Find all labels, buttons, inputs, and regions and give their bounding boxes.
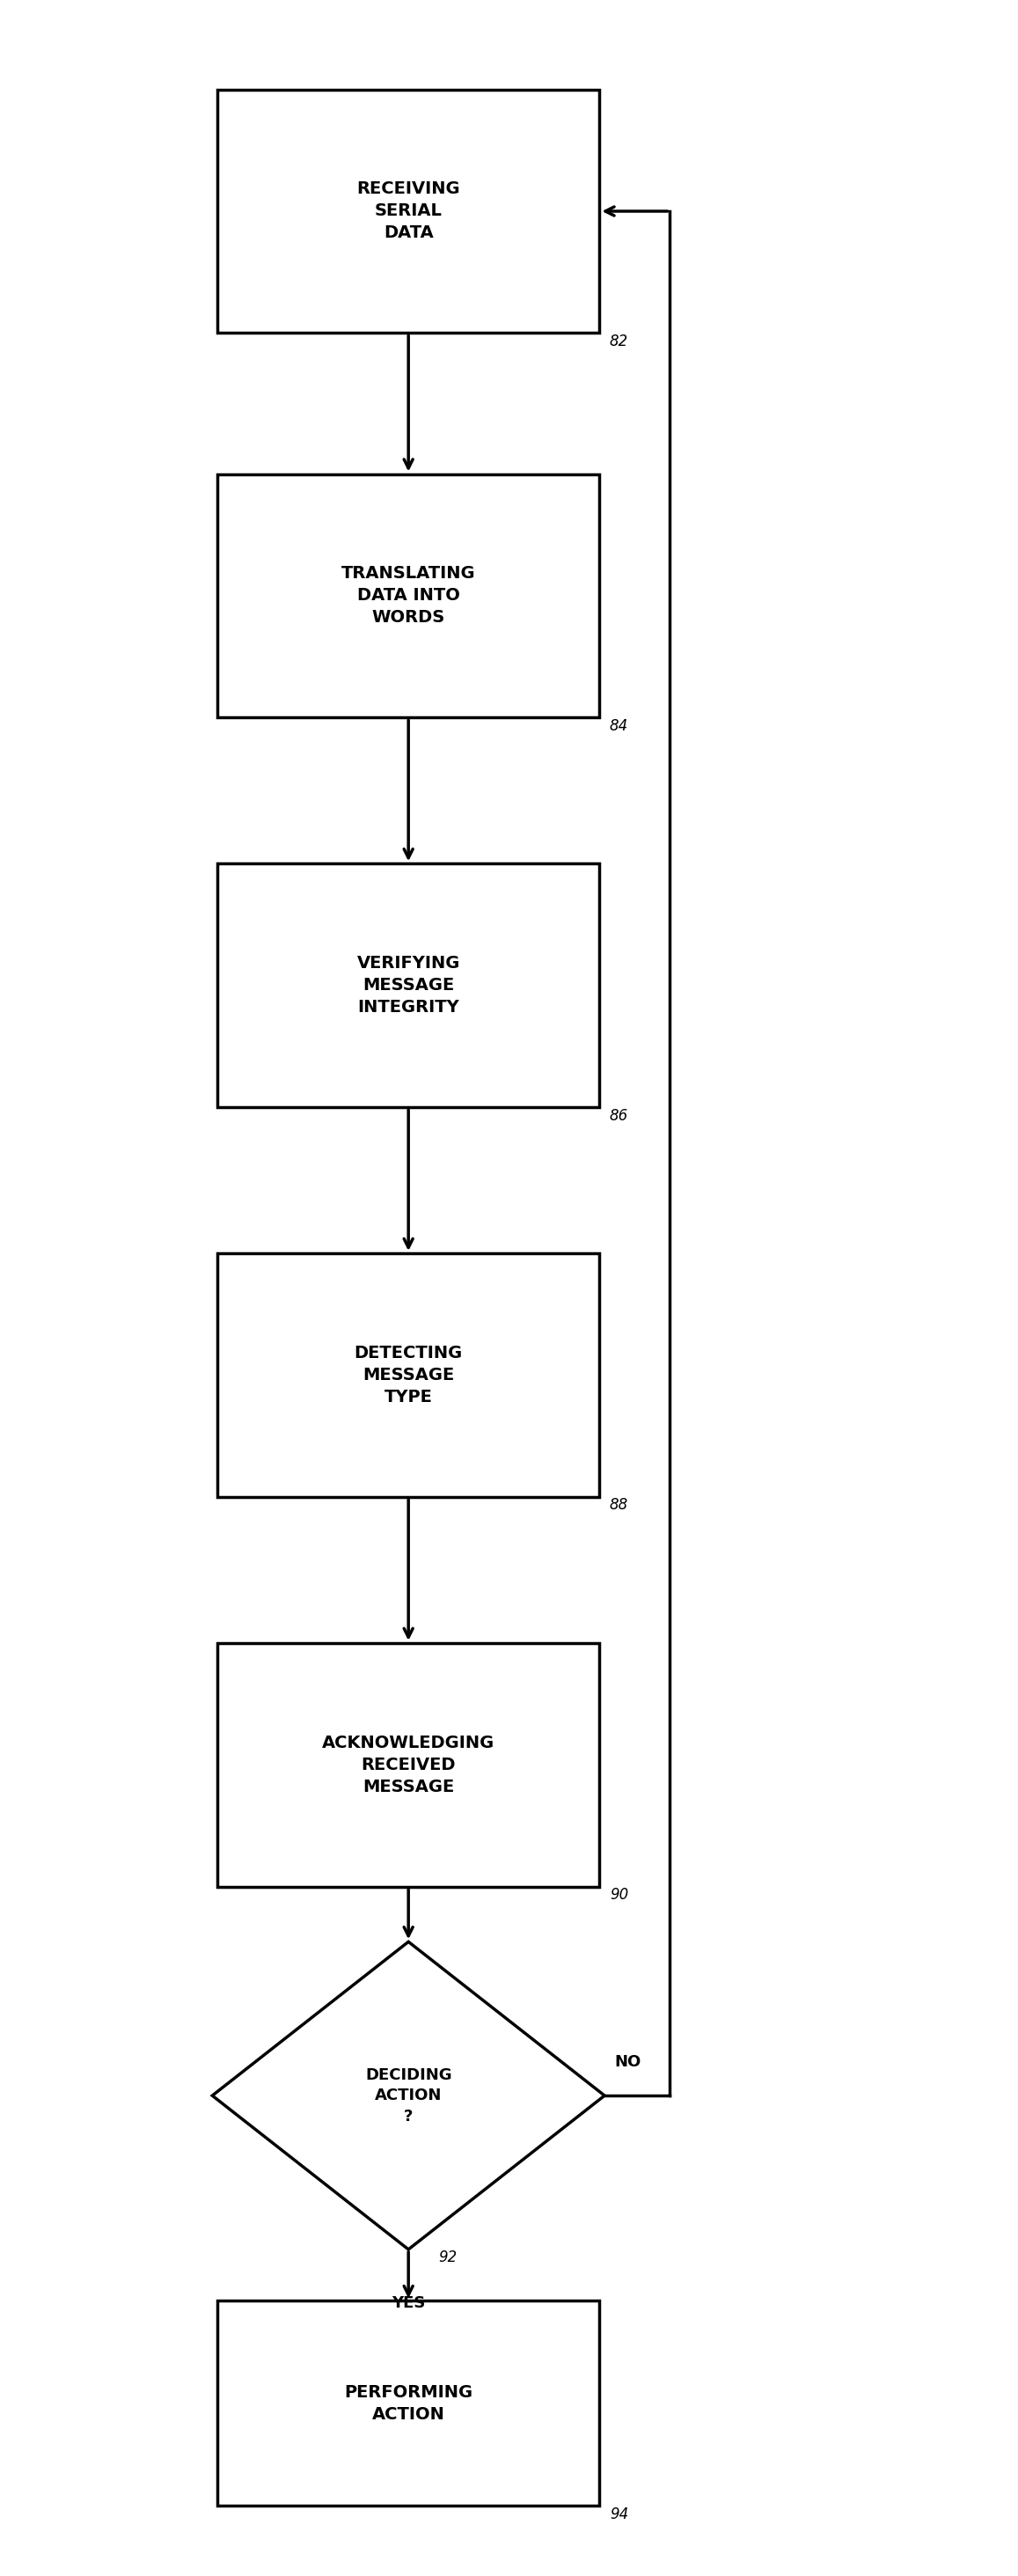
Text: DECIDING
ACTION
?: DECIDING ACTION ? (365, 2066, 452, 2125)
Text: TRANSLATING
DATA INTO
WORDS: TRANSLATING DATA INTO WORDS (341, 564, 475, 626)
Bar (217, 863, 600, 1108)
Text: 88: 88 (610, 1497, 628, 1512)
Text: 92: 92 (439, 2249, 457, 2267)
Text: 94: 94 (610, 2506, 628, 2522)
Text: RECEIVING
SERIAL
DATA: RECEIVING SERIAL DATA (356, 180, 460, 242)
Text: 86: 86 (610, 1108, 628, 1123)
Bar (217, 474, 600, 719)
Text: NO: NO (615, 2053, 641, 2071)
Text: PERFORMING
ACTION: PERFORMING ACTION (344, 2383, 472, 2421)
Bar (217, 2300, 600, 2506)
Text: 84: 84 (610, 719, 628, 734)
Bar (217, 90, 600, 332)
Text: DETECTING
MESSAGE
TYPE: DETECTING MESSAGE TYPE (354, 1345, 462, 1406)
Text: ACKNOWLEDGING
RECEIVED
MESSAGE: ACKNOWLEDGING RECEIVED MESSAGE (322, 1734, 495, 1795)
Text: 82: 82 (610, 332, 628, 350)
Text: VERIFYING
MESSAGE
INTEGRITY: VERIFYING MESSAGE INTEGRITY (356, 956, 460, 1015)
Polygon shape (213, 1942, 605, 2249)
Bar (217, 1255, 600, 1497)
Text: 90: 90 (610, 1888, 628, 1904)
Text: YES: YES (392, 2295, 426, 2311)
Bar (217, 1643, 600, 1886)
